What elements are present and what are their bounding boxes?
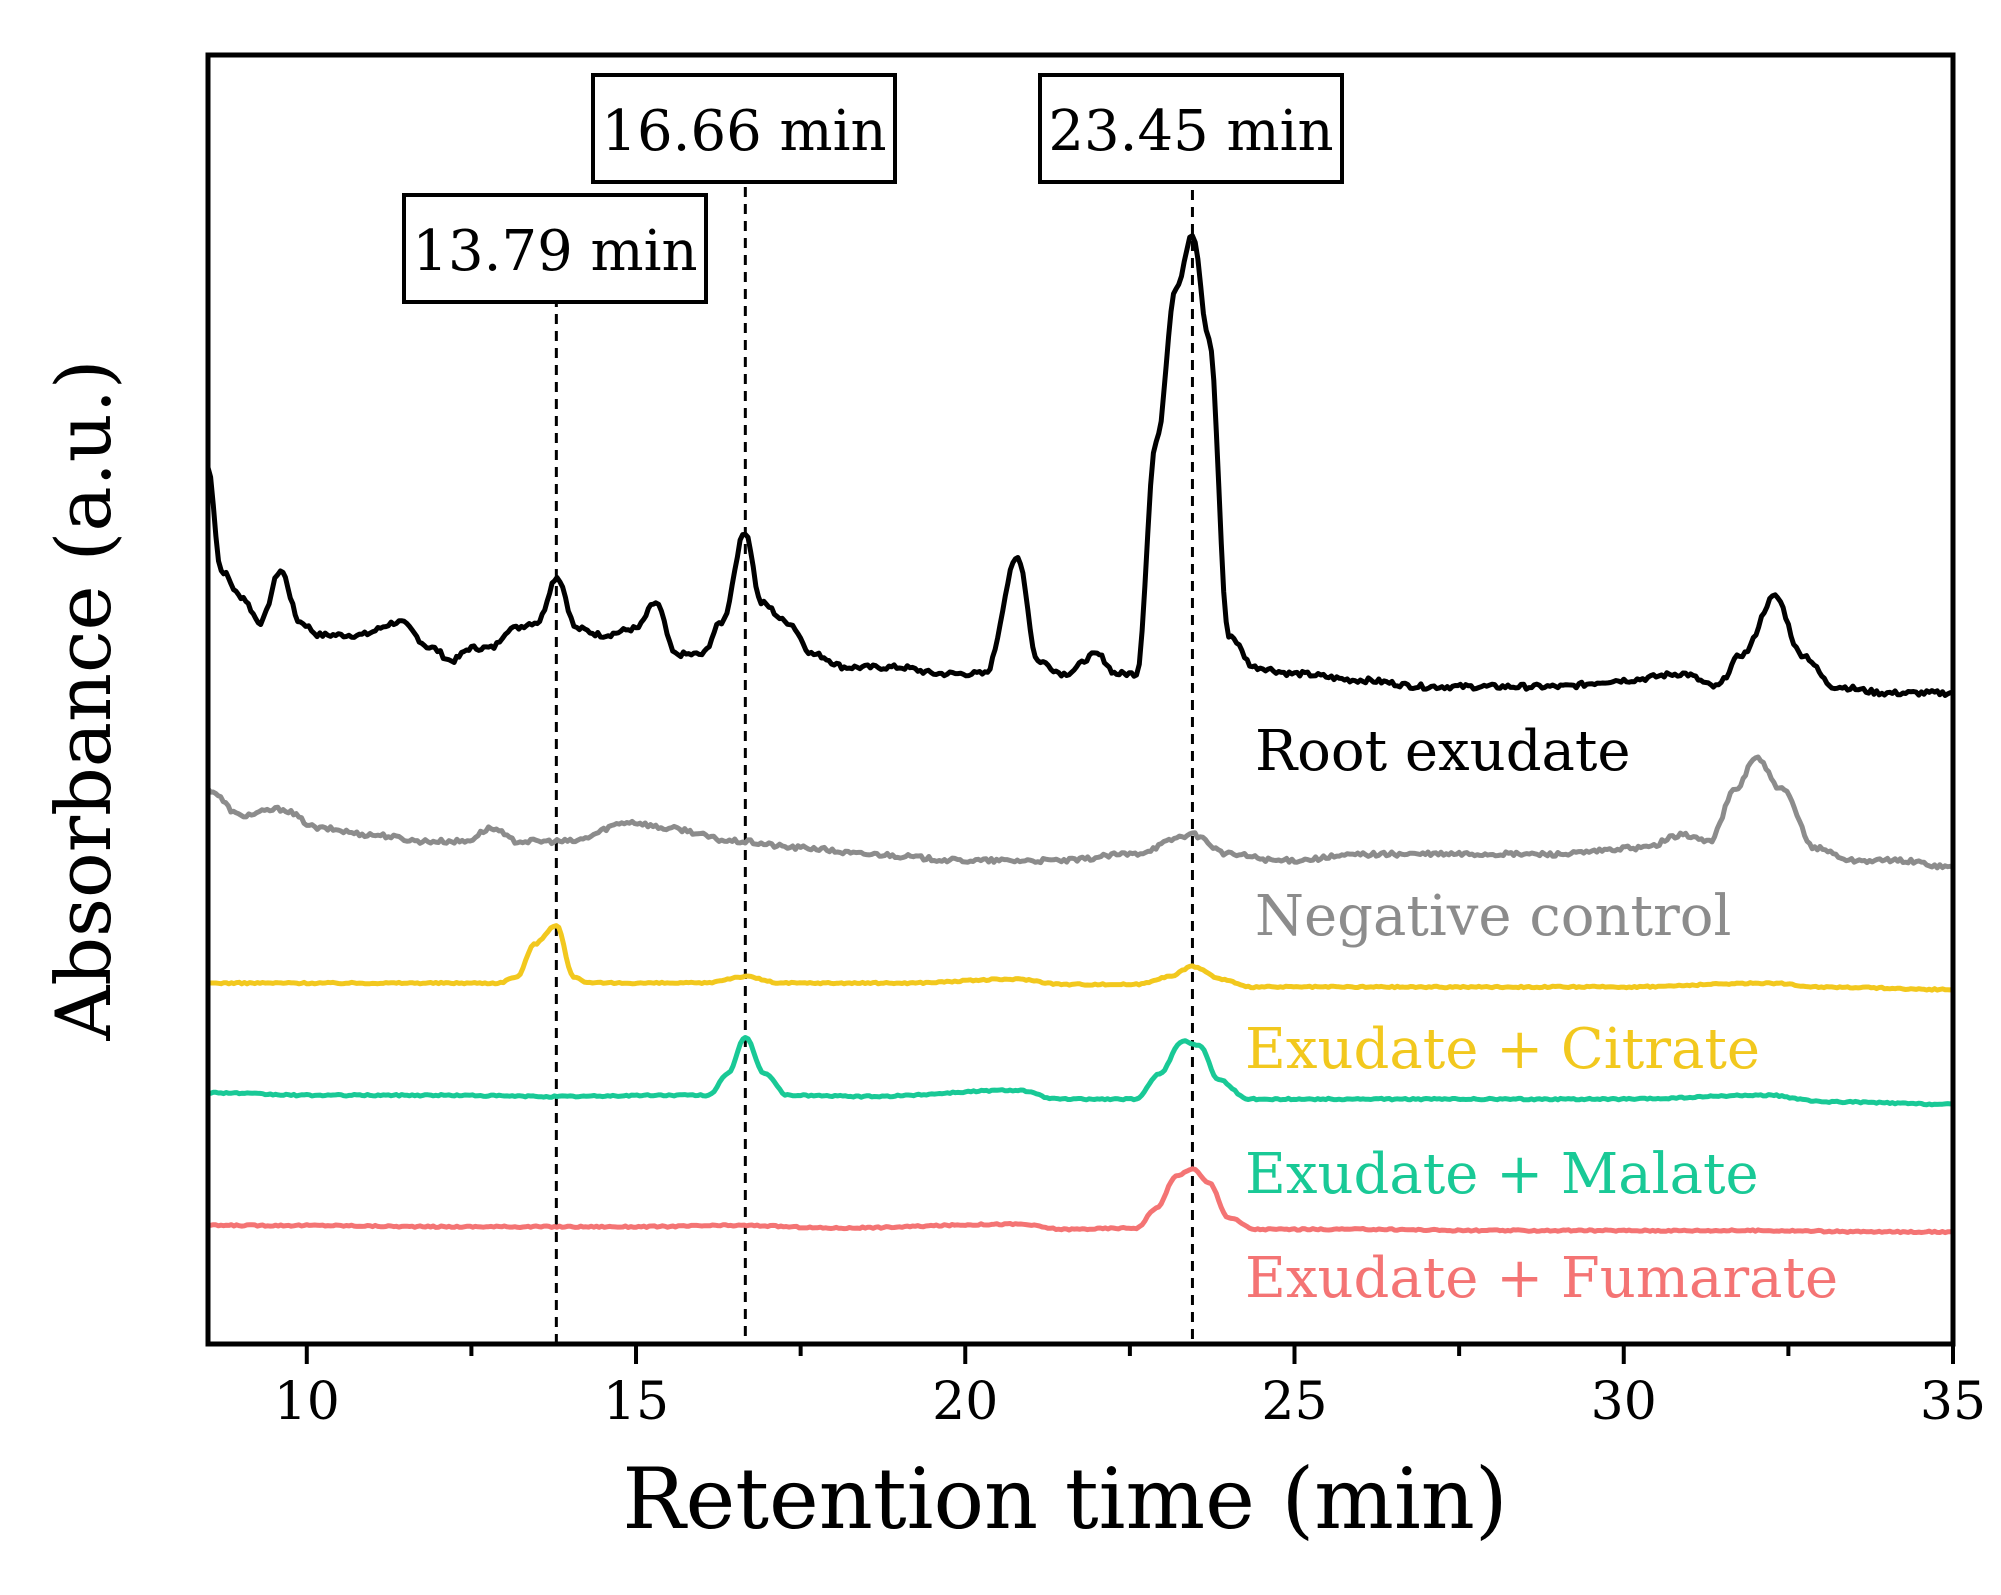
legend-label-exudate-malate: Exudate + Malate: [1245, 1142, 1759, 1207]
series-layer: [205, 233, 1956, 1236]
x-tick-label: 35: [1920, 1372, 1986, 1432]
legend-label-exudate-fumarate: Exudate + Fumarate: [1245, 1246, 1838, 1311]
series-line-root-exudate: [205, 233, 1956, 698]
x-tick-label: 10: [274, 1372, 340, 1432]
series-line-negative-control: [205, 754, 1956, 871]
plot-frame: [205, 52, 1956, 1347]
series-labels: Root exudate Negative control Exudate + Ci…: [1245, 719, 1838, 1311]
series-line-exudate-fumarate: [205, 1166, 1956, 1236]
x-tick-label: 30: [1591, 1372, 1657, 1432]
reference-label-0: 13.79 min: [412, 219, 697, 284]
x-axis-tick-labels: 10 15 20 25 30 35: [274, 1372, 1986, 1432]
reference-lines: [554, 85, 1194, 1344]
legend-label-root-exudate: Root exudate: [1255, 719, 1631, 784]
legend-label-negative-control: Negative control: [1255, 884, 1731, 949]
reference-label-1: 16.66 min: [601, 99, 886, 164]
series-line-exudate-citrate: [205, 923, 1956, 993]
reference-label-box-1: [591, 73, 897, 184]
reference-labels: 13.79 min 16.66 min 23.45 min: [402, 73, 1344, 304]
y-axis-title: Absorbance (a.u.): [39, 359, 128, 1041]
reference-label-box-0: [402, 193, 708, 304]
series-line-exudate-malate: [205, 1035, 1956, 1108]
reference-label-2: 23.45 min: [1048, 99, 1333, 164]
x-axis-title: Retention time (min): [622, 1450, 1507, 1548]
x-tick-label: 25: [1261, 1372, 1327, 1432]
legend-label-exudate-citrate: Exudate + Citrate: [1245, 1017, 1760, 1082]
x-tick-label: 15: [603, 1372, 669, 1432]
reference-label-box-2: [1038, 73, 1344, 184]
x-tick-label: 20: [932, 1372, 998, 1432]
x-axis-ticks: [304, 1344, 1955, 1364]
